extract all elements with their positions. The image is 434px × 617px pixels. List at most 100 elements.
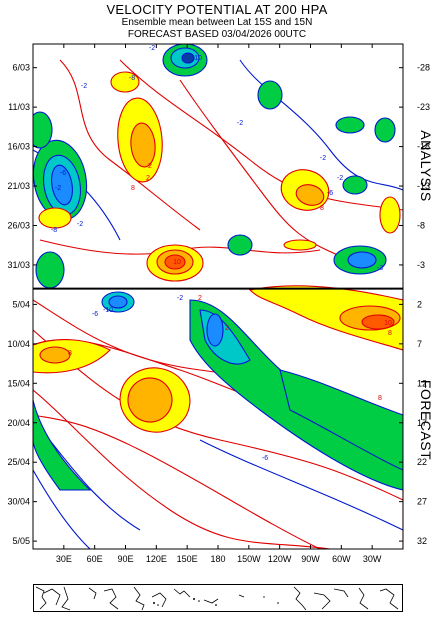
x-tick-label: 150W bbox=[237, 554, 261, 564]
contour-label: -6 bbox=[60, 170, 66, 177]
y-tick-label-right: 12 bbox=[417, 378, 427, 388]
y-tick-label-right: -3 bbox=[417, 260, 425, 270]
y-tick-label-left: 31/03 bbox=[7, 260, 30, 270]
axes-layer: 30E 60E 90E 120E 150E 180 150W 120W 90W 60W 30W 6/0… bbox=[7, 44, 430, 564]
contour-label: 2 bbox=[148, 163, 152, 170]
negative-fill bbox=[181, 52, 195, 64]
negative-fill bbox=[347, 251, 377, 269]
contour-line bbox=[33, 389, 331, 549]
contour-label: -6 bbox=[327, 190, 333, 197]
contour-line bbox=[199, 439, 403, 531]
positive-fill bbox=[39, 346, 71, 364]
y-tick-label-left: 5/04 bbox=[12, 299, 30, 309]
x-tick-label: 90E bbox=[117, 554, 133, 564]
contour-line bbox=[33, 329, 403, 501]
contour-label: -2 bbox=[320, 155, 326, 162]
contour-label: -8 bbox=[51, 227, 57, 234]
contour-label: 8 bbox=[131, 185, 135, 192]
negative-fill bbox=[227, 234, 253, 256]
y-tick-label-left: 5/05 bbox=[12, 536, 30, 546]
y-tick-label-right: -23 bbox=[417, 102, 430, 112]
contour-label: 10 bbox=[384, 320, 392, 327]
contour-label: 8 bbox=[320, 205, 324, 212]
contour-label: -2 bbox=[337, 175, 343, 182]
y-tick-label-right: -28 bbox=[417, 63, 430, 73]
negative-fill bbox=[35, 251, 65, 289]
negative-fill bbox=[206, 313, 224, 347]
y-tick-label-left: 10/04 bbox=[7, 339, 30, 349]
y-tick-label-left: 11/03 bbox=[8, 102, 30, 112]
contour-label: -3 bbox=[377, 265, 383, 272]
chart-subtitle: Ensemble mean between Lat 15S and 15N bbox=[121, 17, 313, 28]
contour-label: 2 bbox=[198, 295, 202, 302]
y-tick-label-right: -18 bbox=[417, 142, 430, 152]
positive-fill bbox=[248, 285, 403, 351]
positive-band-outline bbox=[33, 339, 403, 549]
contour-field-layer bbox=[33, 44, 403, 549]
y-tick-label-right: -13 bbox=[417, 181, 430, 191]
analysis-label: ANALYSIS bbox=[418, 130, 434, 201]
positive-fill bbox=[361, 314, 395, 330]
forecast-label: FORECAST bbox=[418, 380, 434, 460]
positive-fill bbox=[283, 239, 317, 251]
contour-label: -2 bbox=[149, 45, 155, 52]
y-tick-label-left: 15/04 bbox=[7, 378, 30, 388]
chart-title: VELOCITY POTENTIAL AT 200 HPA bbox=[106, 2, 328, 17]
positive-fill bbox=[130, 122, 156, 168]
negative-fill bbox=[335, 116, 365, 134]
y-tick-label-left: 26/03 bbox=[7, 220, 30, 230]
contour-label: -6 bbox=[262, 455, 268, 462]
y-tick-label-right: 7 bbox=[417, 339, 422, 349]
contour-line bbox=[239, 59, 403, 191]
world-map-strip bbox=[33, 584, 403, 612]
positive-fill bbox=[127, 377, 173, 423]
y-tick-label-right: -8 bbox=[417, 220, 425, 230]
negative-fill bbox=[51, 164, 73, 206]
positive-fill bbox=[295, 184, 325, 206]
positive-fill bbox=[164, 254, 186, 270]
negative-fill bbox=[342, 175, 368, 195]
y-tick-label-right: 17 bbox=[417, 418, 427, 428]
y-tick-label-left: 16/03 bbox=[7, 142, 30, 152]
y-tick-label-left: 30/04 bbox=[7, 497, 30, 507]
positive-fill bbox=[110, 71, 140, 93]
y-tick-label-right: 27 bbox=[417, 497, 427, 507]
contour-label: -8 bbox=[129, 75, 135, 82]
forecast-base-line: FORECAST BASED 03/04/2026 00UTC bbox=[127, 29, 307, 40]
y-tick-label-right: 2 bbox=[417, 299, 422, 309]
negative-fill bbox=[33, 111, 53, 149]
positive-fill bbox=[38, 207, 72, 229]
contour-label-layer: -10 -2 2 -2 2 -2 -8 -2 -6 -8 2 8 10 -2 8 -2 -6 -2 -3 2 -10 -6… bbox=[51, 45, 392, 462]
y-tick-label-left: 21/03 bbox=[7, 181, 30, 191]
y-tick-label-left: 6/03 bbox=[12, 63, 30, 73]
x-tick-label: 120W bbox=[268, 554, 292, 564]
positive-fill bbox=[379, 196, 401, 234]
contour-label: -2 bbox=[177, 295, 183, 302]
x-tick-label: 60E bbox=[87, 554, 103, 564]
y-tick-label-right: 22 bbox=[417, 457, 427, 467]
contour-label: 2 bbox=[225, 325, 229, 332]
negative-fill bbox=[33, 399, 92, 491]
negative-fill bbox=[374, 117, 396, 143]
contour-line bbox=[33, 469, 91, 549]
world-coastline-icon bbox=[35, 586, 399, 611]
contour-line bbox=[119, 59, 403, 211]
contour-label: -2 bbox=[237, 120, 243, 127]
contour-label: 10 bbox=[173, 259, 181, 266]
y-tick-label-left: 20/04 bbox=[7, 418, 30, 428]
contour-label: -2 bbox=[55, 185, 61, 192]
contour-label: -10 bbox=[192, 55, 202, 62]
x-tick-label: 180 bbox=[210, 554, 225, 564]
x-tick-label: 120E bbox=[146, 554, 167, 564]
x-tick-label: 90W bbox=[301, 554, 320, 564]
y-tick-label-right: 32 bbox=[417, 536, 427, 546]
contour-label: -2 bbox=[77, 221, 83, 228]
contour-line bbox=[59, 59, 201, 231]
contour-label: 2 bbox=[146, 175, 150, 182]
x-tick-label: 30E bbox=[56, 554, 72, 564]
contour-label: -10 bbox=[103, 307, 113, 314]
negative-fill bbox=[108, 295, 128, 309]
y-tick-label-left: 25/04 bbox=[7, 457, 30, 467]
x-tick-label: 60W bbox=[332, 554, 351, 564]
